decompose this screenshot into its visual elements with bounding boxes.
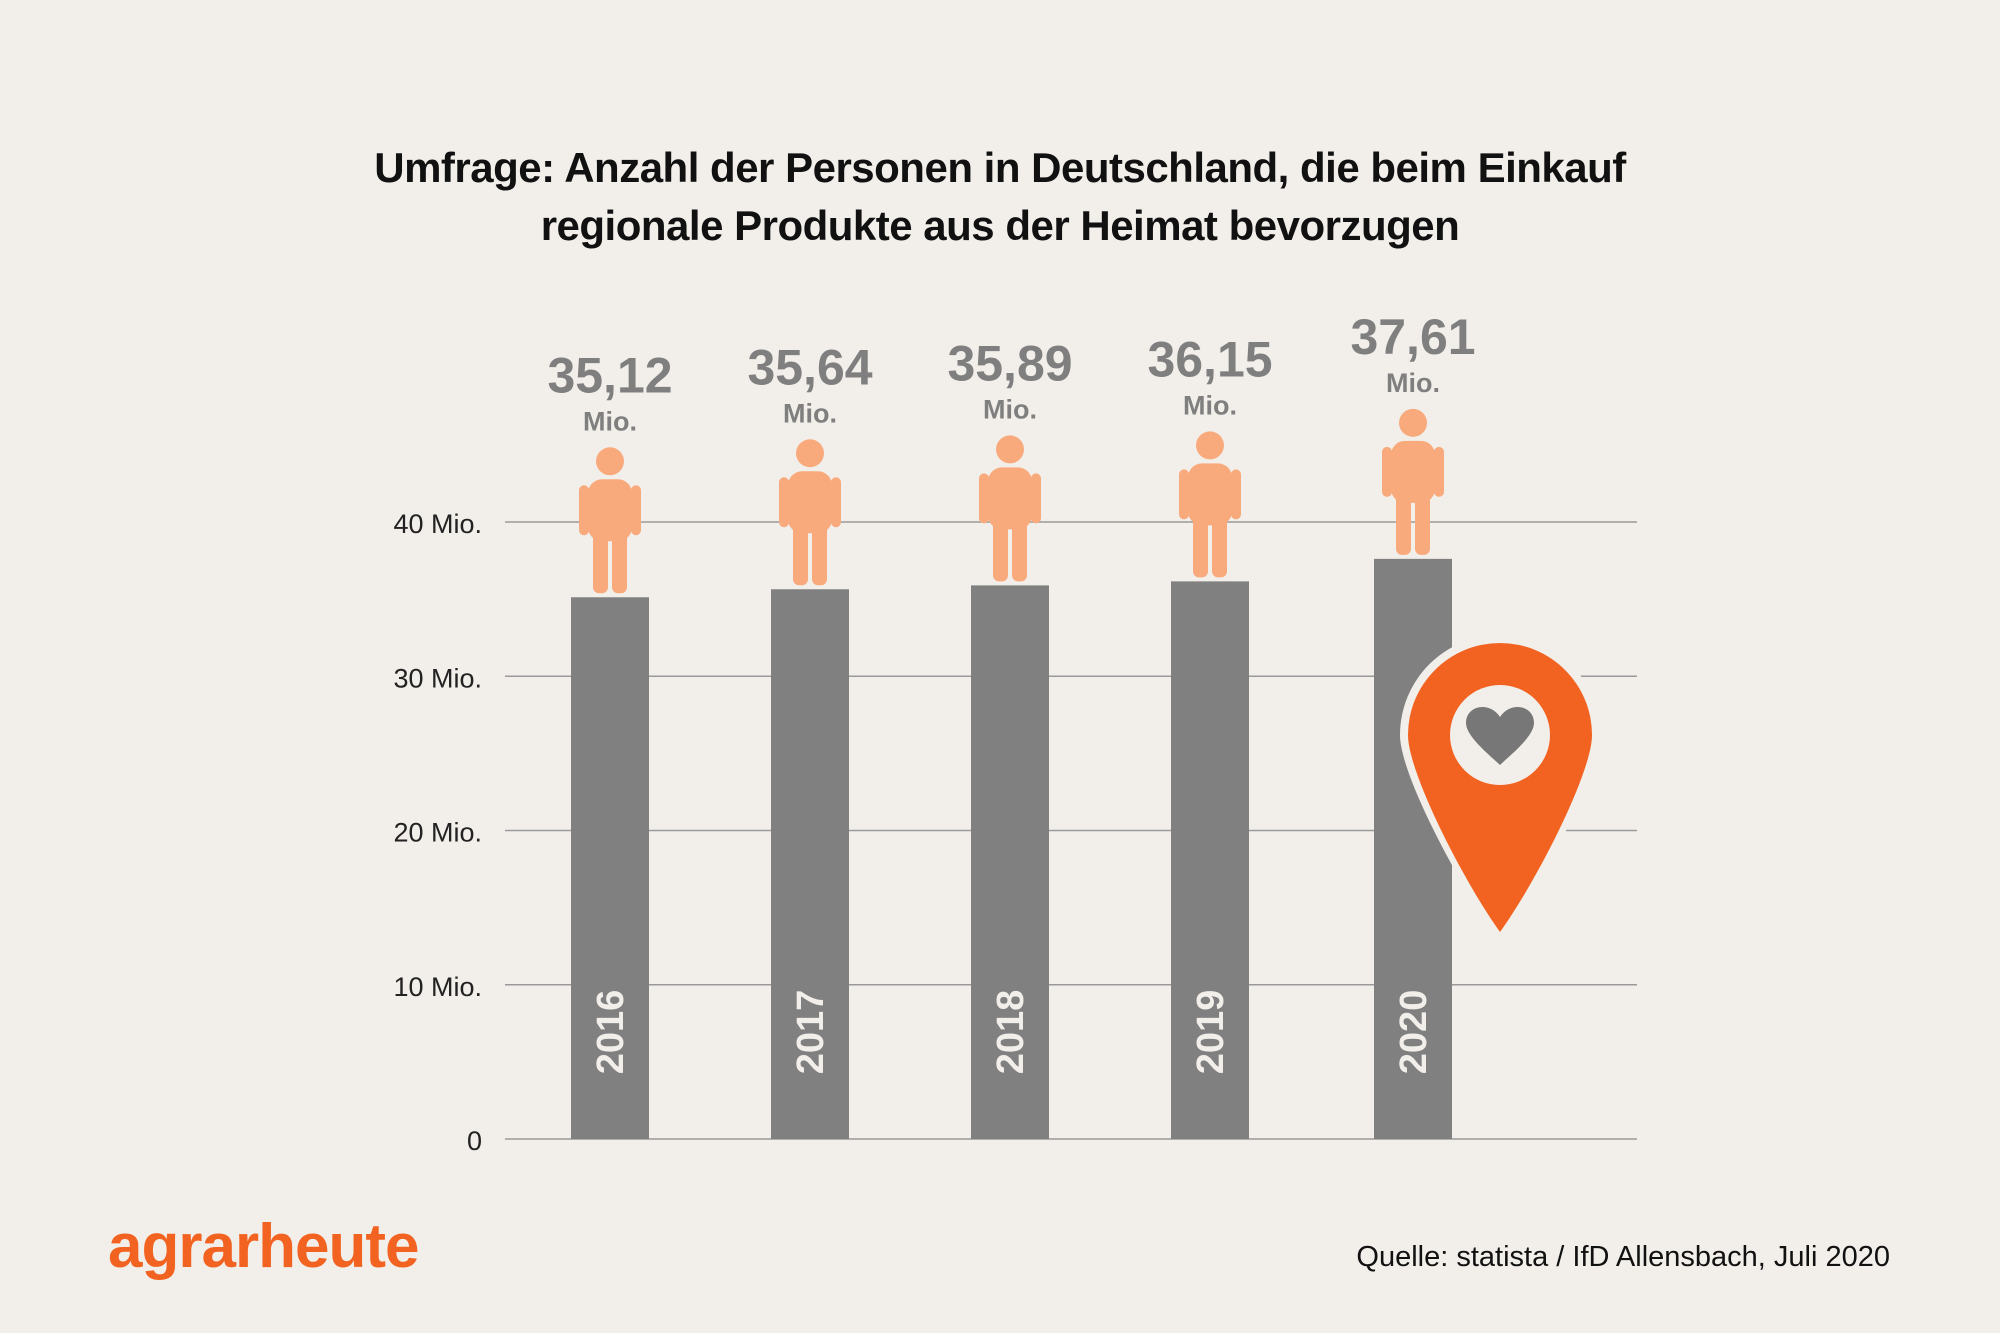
source-note: Quelle: statista / IfD Allensbach, Juli … [1356, 1241, 1890, 1273]
bar-2019 [1171, 581, 1249, 1139]
person-icon [579, 447, 641, 594]
category-label: 2017 [790, 990, 832, 1075]
location-pin-heart-icon [1400, 635, 1600, 942]
y-tick-label: 0 [467, 1126, 482, 1156]
y-tick-label: 30 Mio. [393, 663, 482, 693]
bar-2017 [771, 589, 849, 1139]
y-tick-label: 40 Mio. [393, 509, 482, 539]
person-icon [1382, 408, 1444, 555]
category-label: 2020 [1393, 990, 1435, 1075]
value-label: 35,64 [747, 339, 872, 395]
value-label: 35,12 [547, 347, 672, 403]
chart-title-line-1: Umfrage: Anzahl der Personen in Deutschl… [374, 144, 1626, 191]
value-unit-label: Mio. [583, 406, 637, 436]
person-icon [779, 439, 841, 586]
category-label: 2019 [1190, 990, 1232, 1075]
y-tick-label: 20 Mio. [393, 818, 482, 848]
bar-2018 [971, 585, 1049, 1139]
bar-2016 [571, 597, 649, 1139]
bar-2020 [1374, 558, 1452, 1139]
value-label: 35,89 [947, 335, 1072, 391]
value-label: 36,15 [1147, 331, 1272, 387]
value-unit-label: Mio. [983, 394, 1037, 424]
value-unit-label: Mio. [783, 398, 837, 428]
chart-title-line-2: regionale Produkte aus der Heimat bevorz… [540, 202, 1460, 249]
agrarheute-logo: agrarheute [108, 1212, 419, 1281]
value-label: 37,61 [1350, 309, 1475, 365]
category-label: 2018 [990, 990, 1032, 1075]
person-icon [979, 435, 1041, 582]
y-tick-label: 10 Mio. [393, 972, 482, 1002]
category-label: 2016 [590, 990, 632, 1075]
value-unit-label: Mio. [1183, 390, 1237, 420]
value-unit-label: Mio. [1386, 368, 1440, 398]
person-icon [1179, 431, 1241, 578]
